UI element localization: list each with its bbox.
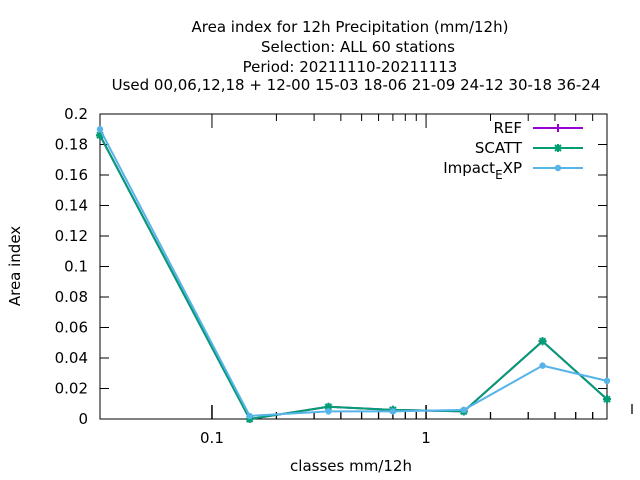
x-axis: 0.1 1 [200,114,594,447]
data-point [538,337,547,346]
legend-label: SCATT [475,139,523,157]
y-tick-label: 0.02 [55,380,88,398]
y-axis: 0 0.02 0.04 0.06 0.08 0.1 0.12 0.14 0.16 0.18 0.2 [55,105,607,428]
data-point [603,395,611,404]
data-point [554,124,562,132]
data-point [246,412,253,420]
legend-item: REF [493,119,583,137]
data-point [460,406,467,414]
data-point [539,362,546,369]
data-point [389,408,397,415]
data-point-stroke [324,403,333,411]
y-tick-label: 0.04 [55,349,88,367]
data-point [554,164,562,172]
data-point-stroke [538,337,547,345]
y-tick-label: 0.18 [55,136,88,154]
y-tick-label: 0.1 [64,258,88,276]
series-ref [96,131,611,423]
data-point [96,126,104,133]
series-line [99,134,608,420]
y-tick-label: 0.2 [64,105,88,123]
series-scatt [96,131,611,423]
y-tick-label: 0 [78,410,88,428]
y-tick-label: 0.16 [55,166,88,184]
series-impact-exp [96,126,611,420]
data-point-stroke [603,395,611,403]
series-lines [96,126,611,423]
data-point [554,144,562,152]
title-line-4: Used 00,06,12,18 + 12-00 15-03 18-06 21-… [112,76,601,94]
series-line [99,134,608,420]
legend-item: SCATT [475,139,583,157]
x-tick-label: 1 [421,429,431,447]
data-point [603,377,611,385]
series-line [99,128,608,417]
legend-label: REF [493,119,522,137]
plot-frame [99,113,608,420]
title-line-2: Selection: ALL 60 stations [261,38,455,56]
chart-title: Area index for 12h Precipitation (mm/12h… [112,18,601,94]
title-line-3: Period: 20211110-20211113 [243,58,458,76]
title-line-1: Area index for 12h Precipitation (mm/12h… [192,18,509,36]
data-point-stroke [554,144,562,152]
y-tick-label: 0.12 [55,227,88,245]
legend: REF SCATT ImpactEXP [443,119,583,182]
legend-label: ImpactEXP [443,159,522,182]
y-tick-label: 0.08 [55,288,88,306]
y-tick-label: 0.14 [55,197,88,215]
y-axis-label: Area index [6,226,24,306]
data-point [324,402,333,411]
x-tick-label: 0.1 [200,429,224,447]
legend-item: ImpactEXP [443,159,583,182]
data-point [325,408,332,415]
x-axis-label: classes mm/12h [290,457,412,475]
y-tick-label: 0.06 [55,319,88,337]
